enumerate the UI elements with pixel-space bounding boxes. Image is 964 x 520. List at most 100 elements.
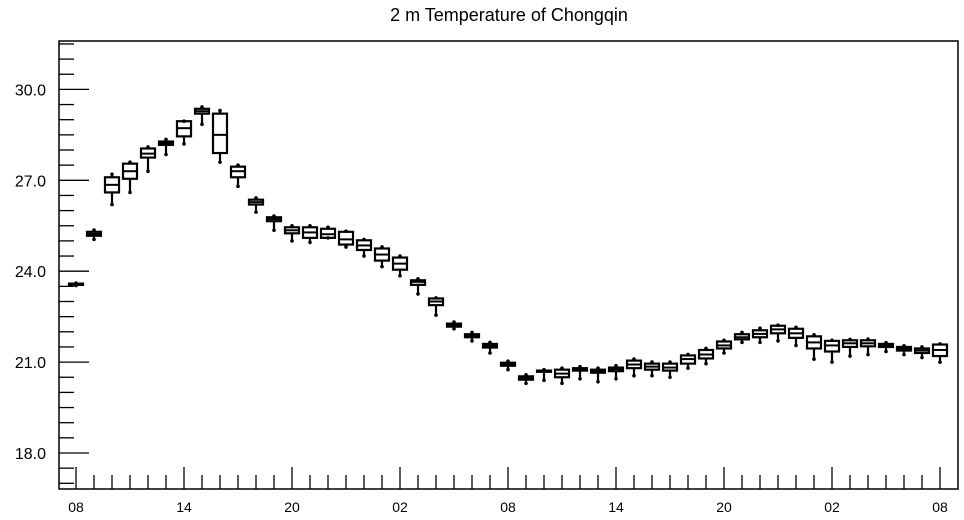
box-max-cap xyxy=(470,330,474,335)
x-tick-label: 20 xyxy=(284,499,300,515)
box-min-cap xyxy=(398,273,402,278)
x-tick-label: 02 xyxy=(824,499,840,515)
box-max-cap xyxy=(902,343,906,348)
box-max-cap xyxy=(110,172,114,177)
box-max-cap xyxy=(578,364,582,369)
box-mark xyxy=(607,363,625,381)
box-min-cap xyxy=(902,352,906,357)
box-max-cap xyxy=(758,326,762,330)
box-mark xyxy=(643,360,661,378)
box-mark xyxy=(157,137,175,157)
box-min-cap xyxy=(200,122,204,127)
box-min-cap xyxy=(290,239,294,243)
box-min-cap xyxy=(506,367,510,372)
box-max-cap xyxy=(686,352,690,357)
box-max-cap xyxy=(542,367,546,372)
box-min-cap xyxy=(920,355,924,360)
y-tick-label: 18.0 xyxy=(15,446,46,463)
chart-title: 2 m Temperature of Chongqin xyxy=(390,5,628,25)
box-max-cap xyxy=(416,276,420,281)
box-mark xyxy=(355,237,373,258)
box-min-cap xyxy=(848,354,852,358)
x-axis: 08 14 20 02 08 14 20 02 08 xyxy=(68,467,948,515)
box-min-cap xyxy=(596,379,600,384)
box-max-cap xyxy=(524,373,528,377)
box-mark xyxy=(211,108,229,164)
box-mark xyxy=(445,320,463,331)
box-min-cap xyxy=(866,352,870,357)
box-max-cap xyxy=(218,108,222,113)
box-mark xyxy=(301,223,319,245)
box-mark xyxy=(409,276,427,296)
box-max-cap xyxy=(236,163,240,167)
box-mark xyxy=(589,366,607,384)
box-mark xyxy=(535,367,553,383)
box-mark xyxy=(247,196,265,214)
box-max-cap xyxy=(614,363,618,368)
box-min-cap xyxy=(578,376,582,381)
box-min-cap xyxy=(938,360,942,364)
box-max-cap xyxy=(362,237,366,242)
box-min-cap xyxy=(218,160,222,164)
box-min-cap xyxy=(164,152,168,157)
box-max-cap xyxy=(308,223,312,228)
box-mark xyxy=(265,214,283,233)
box-mark xyxy=(751,326,769,345)
box-mark xyxy=(67,281,85,288)
box-max-cap xyxy=(884,340,888,345)
box-mark xyxy=(463,330,481,343)
box-max-cap xyxy=(452,320,456,324)
box-min-cap xyxy=(182,142,186,146)
plot-frame xyxy=(58,40,959,490)
box-max-cap xyxy=(596,366,600,370)
box-mark xyxy=(625,357,643,378)
box-max-cap xyxy=(182,119,186,124)
box-mark xyxy=(787,325,805,348)
box-max-cap xyxy=(92,228,96,232)
box-max-cap xyxy=(200,105,204,109)
box-max-cap xyxy=(146,145,150,149)
box-min-cap xyxy=(758,340,762,345)
box-max-cap xyxy=(506,359,510,363)
box-mark xyxy=(517,373,535,386)
box-mark xyxy=(697,346,715,366)
box-max-cap xyxy=(776,323,780,327)
box-mark xyxy=(895,343,913,357)
box-series xyxy=(67,105,949,386)
box-mark xyxy=(823,338,841,364)
box-mark xyxy=(499,359,517,372)
box-max-cap xyxy=(812,333,816,337)
box-mark xyxy=(571,364,589,381)
box-min-cap xyxy=(308,240,312,245)
box-max-cap xyxy=(866,337,870,341)
box-max-cap xyxy=(344,229,348,234)
y-tick-label: 30.0 xyxy=(15,82,46,99)
box-mark xyxy=(877,340,895,354)
box-min-cap xyxy=(650,373,654,378)
box-mark xyxy=(679,352,697,370)
box-min-cap xyxy=(524,381,528,386)
box-max-cap xyxy=(938,342,942,346)
box-min-cap xyxy=(704,361,708,366)
box-mark xyxy=(841,337,859,358)
box-max-cap xyxy=(722,338,726,343)
box-min-cap xyxy=(236,184,240,189)
box-max-cap xyxy=(488,340,492,345)
x-tick-label: 08 xyxy=(500,499,516,515)
box-max-cap xyxy=(830,338,834,343)
box-min-cap xyxy=(326,236,330,240)
box-min-cap xyxy=(686,366,690,370)
box-mark xyxy=(103,172,121,207)
box-min-cap xyxy=(272,228,276,233)
box-mark xyxy=(121,160,139,195)
box-min-cap xyxy=(812,357,816,361)
box-min-cap xyxy=(794,343,798,348)
y-tick-label: 21.0 xyxy=(15,355,46,372)
box-mark xyxy=(481,340,499,355)
box-min-cap xyxy=(542,378,546,383)
box-iqr xyxy=(337,230,355,246)
box-min-cap xyxy=(452,326,456,331)
box-max-cap xyxy=(434,296,438,300)
box-iqr xyxy=(211,112,229,155)
